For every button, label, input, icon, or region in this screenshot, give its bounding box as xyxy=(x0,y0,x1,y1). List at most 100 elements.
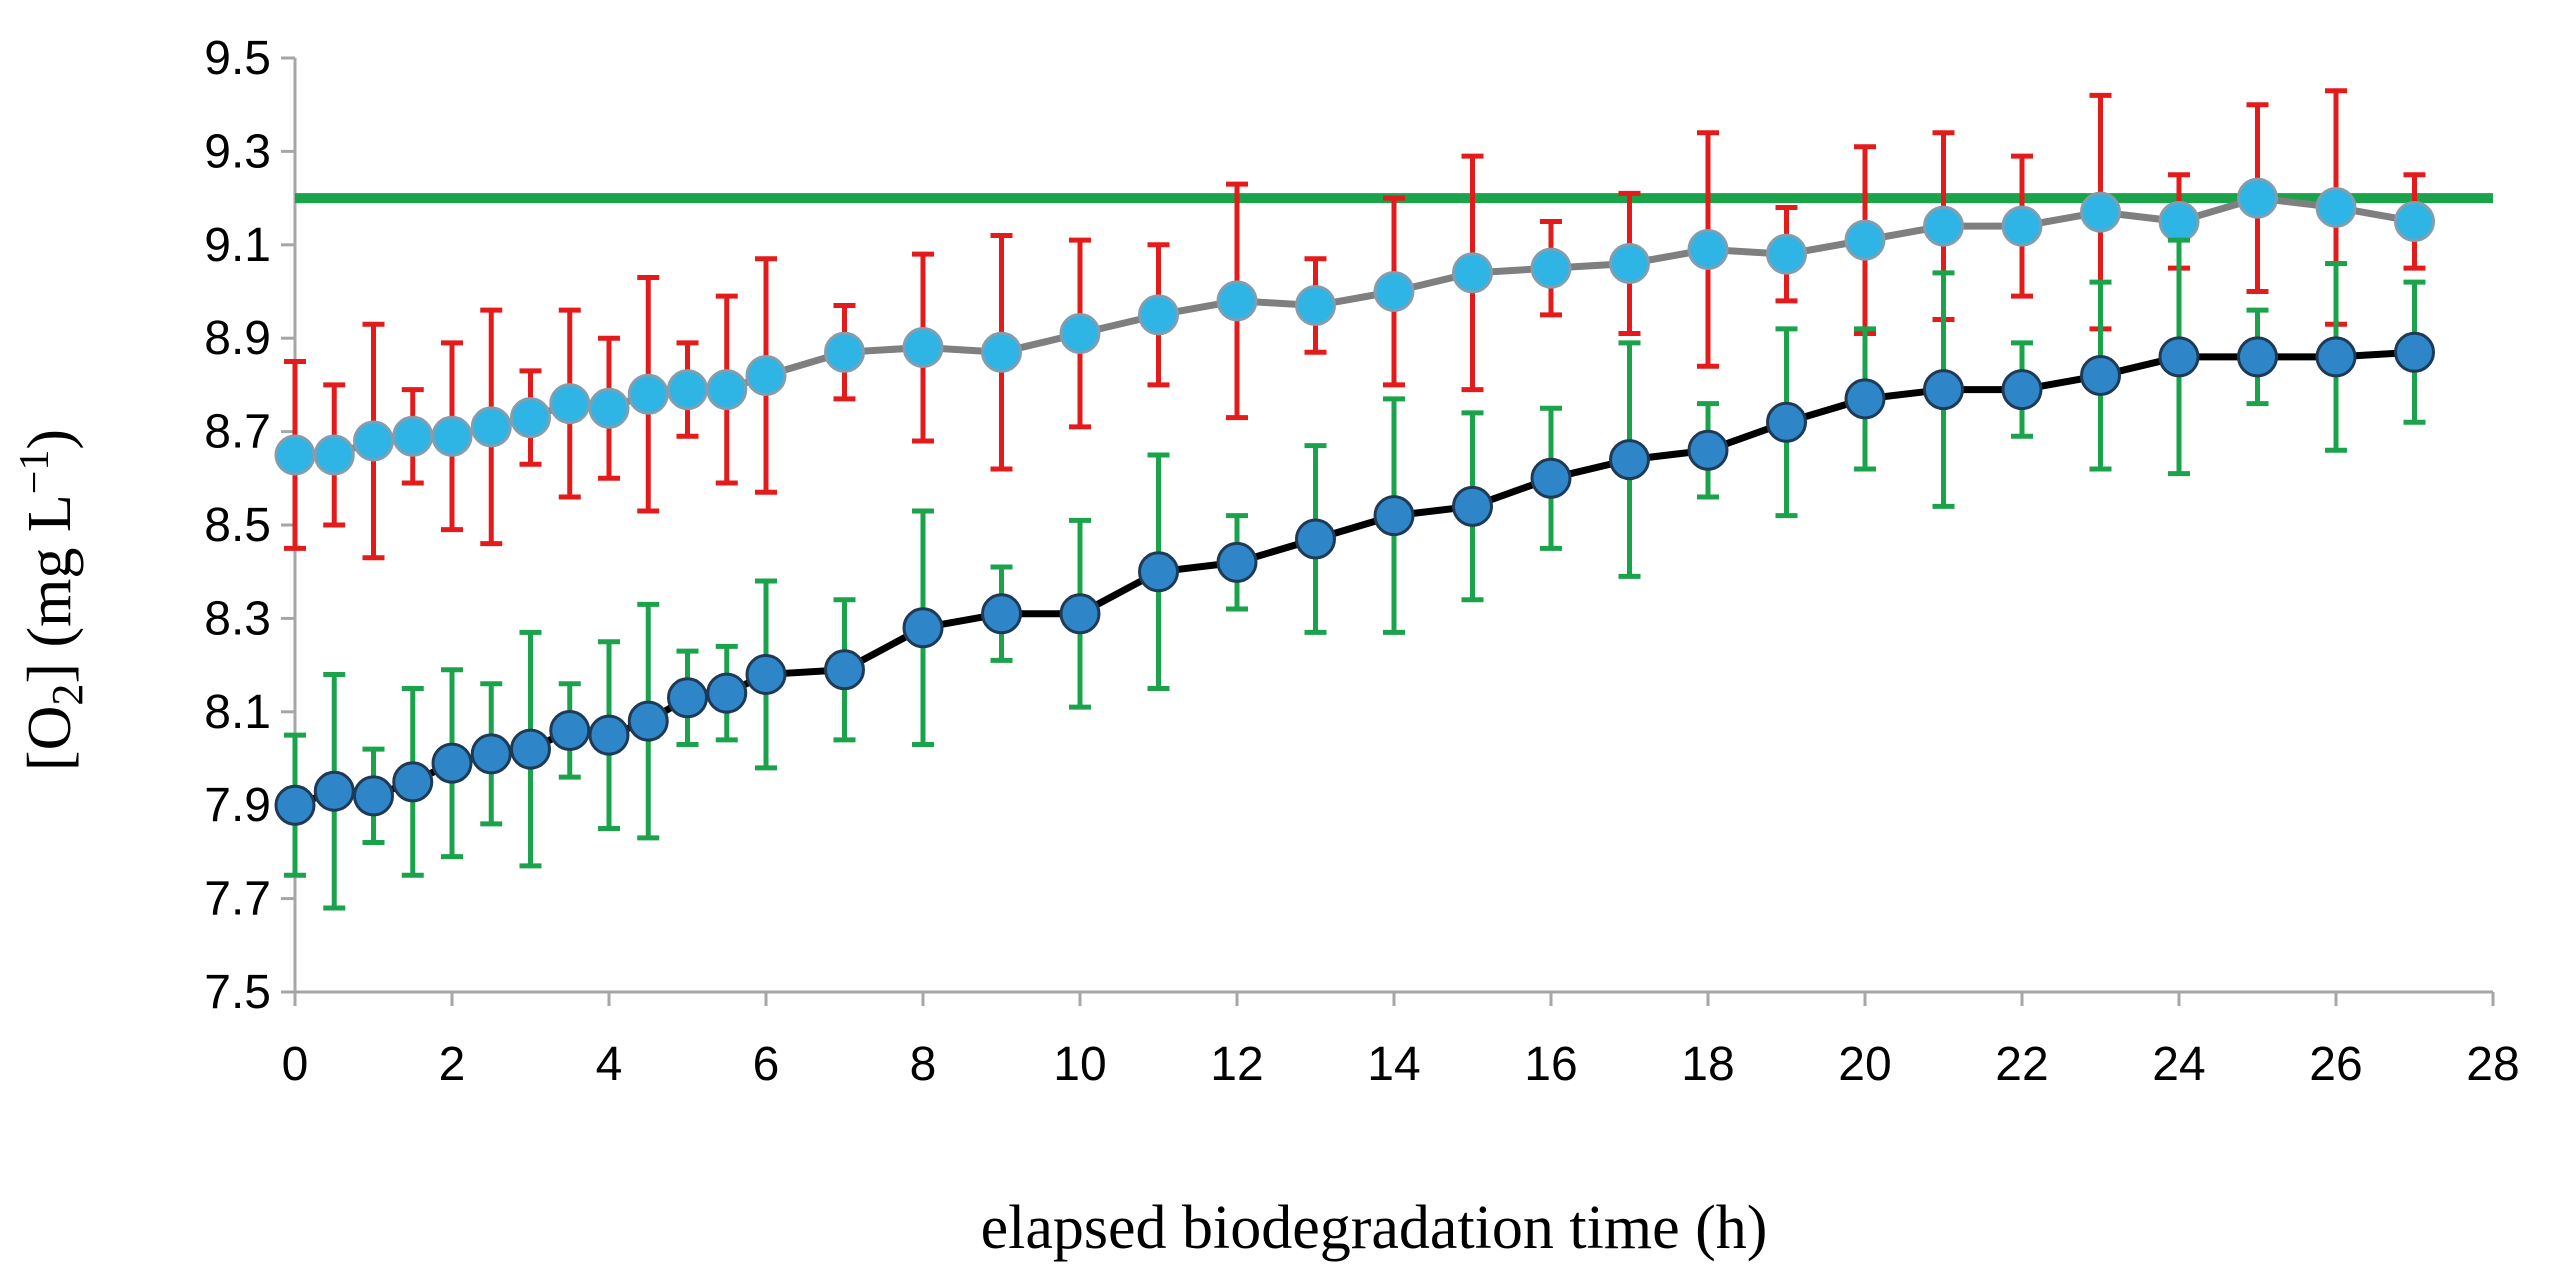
data-point xyxy=(1452,485,1493,527)
data-point xyxy=(824,649,865,691)
data-point xyxy=(2394,331,2435,373)
x-tick-label: 24 xyxy=(2152,1038,2205,1091)
data-point xyxy=(902,327,944,369)
data-point xyxy=(667,369,708,411)
x-tick-label: 4 xyxy=(596,1038,623,1091)
x-tick-label: 10 xyxy=(1053,1038,1106,1091)
y-tick-label: 9.3 xyxy=(204,125,271,178)
data-point xyxy=(470,406,512,448)
data-point xyxy=(1138,294,1179,336)
data-point xyxy=(1609,242,1650,284)
x-tick-label: 16 xyxy=(1524,1038,1577,1091)
data-point xyxy=(1059,313,1101,355)
data-point xyxy=(549,383,591,425)
data-point xyxy=(353,420,394,462)
data-point xyxy=(431,415,473,457)
x-tick-label: 14 xyxy=(1367,1038,1420,1091)
data-point xyxy=(1138,551,1179,593)
data-point xyxy=(1452,252,1493,294)
series-1 xyxy=(274,88,2435,561)
data-point xyxy=(745,355,787,397)
x-tick-label: 0 xyxy=(282,1038,309,1091)
y-tick-label: 8.7 xyxy=(204,406,271,459)
data-point xyxy=(745,653,787,695)
data-point xyxy=(1216,280,1258,322)
data-point xyxy=(2394,200,2435,242)
axes: 7.57.77.98.18.38.58.78.99.19.39.50 2 4 6 8 10… xyxy=(204,32,2519,1091)
data-point xyxy=(1373,495,1415,537)
data-point xyxy=(1844,219,1886,261)
y-axis-title-middle: ] (mg L xyxy=(16,494,84,683)
data-point xyxy=(706,672,748,714)
data-point xyxy=(627,700,669,742)
data-point xyxy=(627,373,669,415)
data-point xyxy=(2237,177,2278,219)
y-tick-label: 9.1 xyxy=(204,219,271,272)
data-point xyxy=(824,331,865,373)
x-tick-label: 26 xyxy=(2309,1038,2362,1091)
data-point xyxy=(392,761,434,803)
series-2 xyxy=(274,237,2435,911)
data-point xyxy=(1609,439,1650,481)
data-point xyxy=(902,607,944,649)
x-tick-label: 8 xyxy=(910,1038,937,1091)
data-point xyxy=(2080,191,2121,233)
x-tick-label: 2 xyxy=(439,1038,466,1091)
x-axis-title: elapsed biodegradation time (h) xyxy=(981,1194,1768,1262)
data-point xyxy=(313,434,355,476)
y-tick-label: 8.3 xyxy=(204,592,271,645)
data-point xyxy=(313,770,355,812)
data-point xyxy=(470,733,512,775)
data-point xyxy=(1295,518,1336,560)
y-tick-label: 8.5 xyxy=(204,499,271,552)
data-point xyxy=(667,677,708,719)
data-point xyxy=(1766,401,1807,443)
data-point xyxy=(274,434,316,476)
y-tick-label: 8.9 xyxy=(204,312,271,365)
data-point xyxy=(2080,355,2121,397)
x-tick-label: 28 xyxy=(2466,1038,2519,1091)
data-point xyxy=(510,397,551,439)
x-tick-label: 20 xyxy=(1838,1038,1891,1091)
x-tick-label: 22 xyxy=(1995,1038,2048,1091)
y-axis-title-suffix: ) xyxy=(16,429,84,450)
series-group xyxy=(274,88,2435,911)
data-point xyxy=(1923,369,1964,411)
data-point xyxy=(2158,200,2200,242)
data-point xyxy=(1373,271,1415,312)
y-tick-label: 9.5 xyxy=(204,32,271,85)
data-point xyxy=(1766,233,1807,275)
data-point xyxy=(981,593,1022,635)
data-point xyxy=(2315,336,2357,378)
data-point xyxy=(1295,285,1336,327)
data-point xyxy=(392,415,434,457)
data-point xyxy=(2158,336,2200,378)
data-point xyxy=(981,331,1022,373)
data-point xyxy=(549,709,591,751)
data-point xyxy=(2001,369,2043,411)
y-axis-title-superscript: −1 xyxy=(12,450,58,495)
y-axis-title-subscript: 2 xyxy=(43,684,92,706)
y-tick-label: 8.1 xyxy=(204,686,271,739)
data-point xyxy=(431,742,473,784)
y-tick-label: 7.9 xyxy=(204,779,271,832)
data-point xyxy=(1844,378,1886,420)
x-tick-label: 12 xyxy=(1210,1038,1263,1091)
y-tick-label: 7.7 xyxy=(204,873,271,926)
data-point xyxy=(1216,541,1258,583)
axis-labels: elapsed biodegradation time (h) [O2] (mg… xyxy=(12,429,1767,1262)
data-point xyxy=(353,775,394,817)
x-tick-label: 6 xyxy=(753,1038,780,1091)
y-axis-title-prefix: [O xyxy=(16,706,84,771)
data-point xyxy=(588,387,630,429)
data-point xyxy=(2001,205,2043,247)
y-tick-label: 7.5 xyxy=(204,966,271,1019)
x-tick-label: 18 xyxy=(1681,1038,1734,1091)
data-point xyxy=(1059,593,1101,635)
data-point xyxy=(1687,429,1729,471)
data-point xyxy=(1530,457,1572,499)
data-point xyxy=(510,728,551,770)
data-point xyxy=(1530,247,1572,289)
